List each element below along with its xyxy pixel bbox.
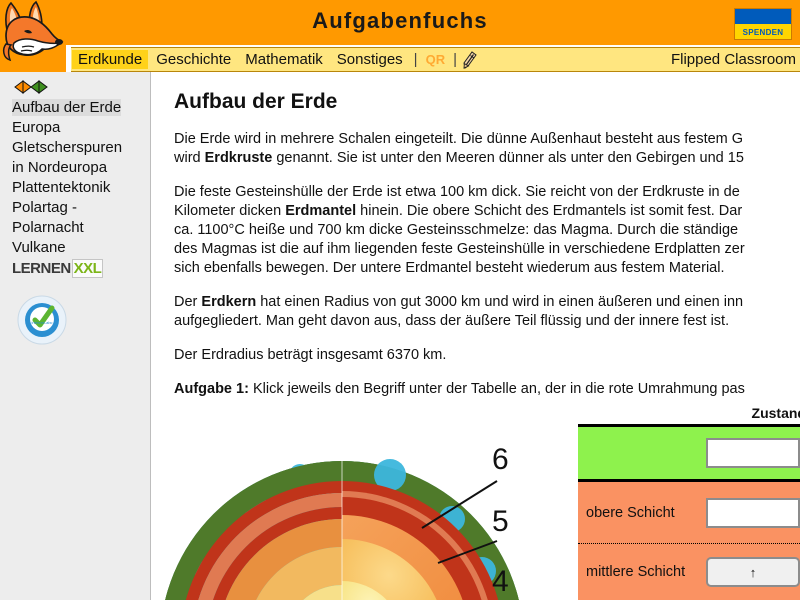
- donate-button[interactable]: SPENDEN: [734, 8, 792, 40]
- answer-button[interactable]: ↑: [706, 557, 800, 587]
- svg-text:internet-abc: internet-abc: [31, 320, 52, 325]
- table-cell-label: obere Schicht: [586, 504, 675, 521]
- donate-button-label: SPENDEN: [742, 28, 784, 37]
- table-header-zustand: Zustand: [751, 405, 800, 421]
- answer-slot[interactable]: [706, 497, 800, 528]
- pencil-icon[interactable]: [461, 50, 479, 70]
- nav-item-geschichte[interactable]: Geschichte: [156, 51, 232, 68]
- nav-item-flipped-classroom[interactable]: Flipped Classroom: [670, 51, 796, 68]
- paragraph-2: Die feste Gesteinshülle der Erde ist etw…: [174, 183, 800, 278]
- answer-slot[interactable]: [706, 438, 800, 468]
- paragraph-task: Aufgabe 1: Klick jeweils den Begriff unt…: [174, 380, 800, 399]
- table-row: [578, 424, 800, 482]
- sidebar-item-plattentektonik[interactable]: Plattentektonik: [12, 179, 111, 196]
- sidebar-item-vulkane[interactable]: Vulkane: [12, 239, 66, 256]
- text-run: genannt. Sie ist unter den Meeren dünner…: [272, 150, 744, 166]
- nav-separator-2: |: [453, 51, 457, 68]
- lernenxxl-label-left: LERNEN: [12, 259, 71, 277]
- text-run: Die feste Gesteinshülle der Erde ist etw…: [174, 184, 740, 200]
- page-heading: Aufbau der Erde: [174, 90, 338, 113]
- text-run-bold: Erdmantel: [285, 203, 357, 219]
- sidebar-item-gletscherspuren[interactable]: Gletscherspuren: [12, 139, 123, 156]
- callout-number-5: 5: [492, 505, 509, 538]
- paragraph-1: Die Erde wird in mehrere Schalen eingete…: [174, 130, 800, 168]
- callout-number-6: 6: [492, 443, 509, 476]
- nav-item-sonstiges[interactable]: Sonstiges: [336, 51, 403, 68]
- nav-separator-1: |: [413, 51, 418, 68]
- page-title-banner: Aufgabenfuchs: [312, 8, 488, 33]
- sidebar-item-polarnacht[interactable]: Polarnacht: [12, 219, 84, 236]
- sidebar-item-label: Aufbau der Erde: [12, 99, 122, 116]
- nav-item-mathematik[interactable]: Mathematik: [245, 51, 323, 68]
- text-run-bold: Erdkern: [201, 294, 257, 310]
- text-run: Der Erdradius beträgt insgesamt 6370 km.: [174, 347, 447, 363]
- table-row: obere Schicht: [578, 482, 800, 544]
- sidebar: Aufbau der Erde Europa Gletscherspuren i…: [0, 72, 151, 600]
- text-run: aufgegliedert. Man geht davon aus, dass …: [174, 313, 730, 329]
- paragraph-3: Der Erdkern hat einen Radius von gut 300…: [174, 293, 800, 331]
- text-run: sich ebenfalls bewegen. Der untere Erdma…: [174, 260, 725, 276]
- lernenxxl-label-right: XXL: [71, 258, 104, 278]
- left-right-arrow-icon[interactable]: [14, 80, 48, 94]
- text-run: Die Erde wird in mehrere Schalen eingete…: [174, 131, 744, 147]
- text-run: Der: [174, 294, 202, 310]
- callout-number-4: 4: [492, 565, 509, 598]
- sidebar-item-europa[interactable]: Europa: [12, 119, 61, 136]
- text-run: des Magmas ist die auf ihm liegenden fes…: [174, 241, 745, 257]
- sidebar-item-aufbau-der-erde[interactable]: Aufbau der Erde: [12, 98, 150, 118]
- text-run-bold: Erdkruste: [204, 150, 273, 166]
- qr-link[interactable]: QR: [425, 52, 446, 67]
- internet-abc-seal-icon[interactable]: internet-abc: [16, 294, 68, 346]
- text-run: Kilometer dicken: [174, 203, 286, 219]
- text-run: Klick jeweils den Begriff unter der Tabe…: [248, 381, 745, 397]
- main-navbar: Erdkunde Geschichte Mathematik Sonstiges…: [71, 47, 800, 72]
- sidebar-item-in-nordeuropa[interactable]: in Nordeuropa: [12, 159, 108, 176]
- flag-blue-stripe: [735, 9, 791, 24]
- table-row: mittlere Schicht ↑: [578, 544, 800, 600]
- lernenxxl-logo[interactable]: LERNEN XXL: [12, 258, 104, 278]
- sidebar-item-polartag[interactable]: Polartag -: [12, 199, 78, 216]
- nav-item-erdkunde[interactable]: Erdkunde: [72, 50, 149, 69]
- earth-cross-section: [165, 459, 519, 600]
- text-run: wird: [174, 150, 205, 166]
- text-run: hinein. Die obere Schicht des Erdmantels…: [356, 203, 743, 219]
- site-header: Aufgabenfuchs SPENDEN: [0, 0, 800, 45]
- sidebar-nav-list: Aufbau der Erde Europa Gletscherspuren i…: [12, 98, 150, 258]
- figure-and-table-area: 6 5 4 Zustand obere Schicht mittlere Sch…: [152, 405, 800, 600]
- paragraph-4: Der Erdradius beträgt insgesamt 6370 km.: [174, 346, 800, 365]
- flag-yellow-stripe: [735, 24, 791, 39]
- task-label: Aufgabe 1:: [174, 381, 249, 397]
- text-run: hat einen Radius von gut 3000 km und wir…: [256, 294, 744, 310]
- fox-logo[interactable]: [0, 0, 66, 72]
- table-cell-label: mittlere Schicht: [586, 564, 686, 580]
- text-run: ca. 1100°C heiße und 700 km dicke Gestei…: [174, 222, 739, 238]
- zustand-table: Zustand obere Schicht mittlere Schicht ↑: [578, 405, 800, 600]
